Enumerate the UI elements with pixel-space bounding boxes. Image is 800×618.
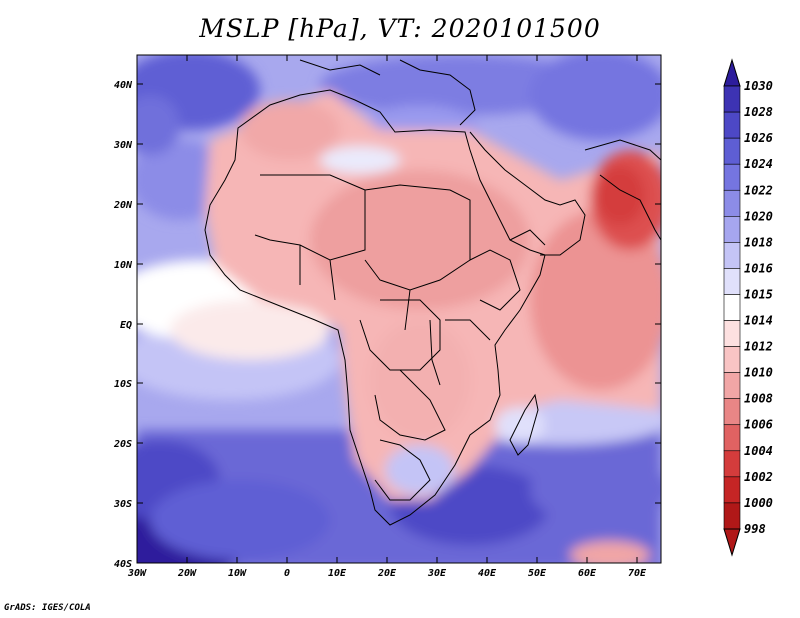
colorbar-swatch xyxy=(723,189,741,217)
colorbar-label: 1030 xyxy=(744,79,773,93)
lon-label-30w: 30W xyxy=(127,568,147,579)
colorbar-swatch xyxy=(723,424,741,452)
colorbar-swatch xyxy=(723,111,741,139)
longitude-axis: 30W 20W 10W 0 10E 20E 30E 40E 50E 60E 70… xyxy=(127,55,647,579)
colorbar-label: 1015 xyxy=(744,287,773,301)
lon-label-0: 0 xyxy=(284,568,290,579)
lon-label-50e: 50E xyxy=(528,568,547,579)
lat-label-30s: 30S xyxy=(113,499,132,510)
lat-label-10n: 10N xyxy=(114,260,133,271)
colorbar-swatch xyxy=(723,137,741,165)
lat-label-30n: 30N xyxy=(113,140,133,151)
latitude-axis: 40N 30N 20N 10N EQ 10S 20S 30S 40S xyxy=(113,80,661,570)
colorbar-swatch xyxy=(723,216,741,243)
colorbar-swatch xyxy=(723,502,741,530)
lon-label-30e: 30E xyxy=(427,568,447,579)
map-title: MSLP [hPa], VT: 2020101500 xyxy=(199,14,601,43)
colorbar-label: 1000 xyxy=(744,496,773,510)
lat-label-40s: 40S xyxy=(114,559,132,570)
colorbar-label: 1004 xyxy=(744,444,773,458)
lon-label-10w: 10W xyxy=(228,568,247,579)
colorbar-swatch xyxy=(723,163,741,191)
colorbar-label: 1002 xyxy=(744,470,773,484)
colorbar-label: 1026 xyxy=(744,131,773,145)
colorbar-label: 1012 xyxy=(744,340,773,354)
colorbar-label: 1028 xyxy=(744,105,773,119)
colorbar-swatch xyxy=(723,85,741,113)
colorbar: 1030 1028 1026 1024 1022 1020 1018 1016 1015 1014… xyxy=(723,58,773,557)
lon-label-10e: 10E xyxy=(328,568,347,579)
lon-label-20w: 20W xyxy=(177,568,197,579)
colorbar-swatch xyxy=(723,476,741,504)
colorbar-swatch xyxy=(723,372,741,399)
colorbar-label: 1016 xyxy=(744,261,773,275)
lat-label-eq: EQ xyxy=(120,320,132,331)
colorbar-label: 998 xyxy=(744,522,766,536)
credit-text: GrADS: IGES/COLA xyxy=(4,603,91,613)
lon-label-70e: 70E xyxy=(628,568,647,579)
colorbar-label: 1022 xyxy=(744,183,773,197)
colorbar-label: 1014 xyxy=(744,314,773,328)
colorbar-swatch xyxy=(723,346,741,373)
colorbar-swatch xyxy=(723,242,741,269)
coastlines xyxy=(204,59,661,526)
colorbar-swatch xyxy=(723,268,741,295)
lat-label-20s: 20S xyxy=(113,439,132,450)
colorbar-swatch xyxy=(723,320,741,347)
colorbar-swatch xyxy=(723,294,741,321)
colorbar-label: 1010 xyxy=(744,366,773,380)
lat-label-20n: 20N xyxy=(113,200,133,211)
lat-label-40n: 40N xyxy=(114,80,133,91)
colorbar-label: 1024 xyxy=(744,157,773,171)
colorbar-swatch xyxy=(723,398,741,426)
plot-frame xyxy=(136,54,662,564)
colorbar-arrow-bottom xyxy=(723,528,741,557)
lon-label-20e: 20E xyxy=(377,568,397,579)
lon-label-60e: 60E xyxy=(578,568,597,579)
colorbar-swatch xyxy=(723,450,741,478)
lat-label-10s: 10S xyxy=(114,379,132,390)
colorbar-label: 1006 xyxy=(744,418,773,432)
colorbar-arrow-top xyxy=(723,58,741,87)
colorbar-label: 1018 xyxy=(744,235,773,249)
pressure-field xyxy=(137,55,661,563)
colorbar-label: 1008 xyxy=(744,392,773,406)
colorbar-label: 1020 xyxy=(744,209,773,223)
lon-label-40e: 40E xyxy=(478,568,497,579)
